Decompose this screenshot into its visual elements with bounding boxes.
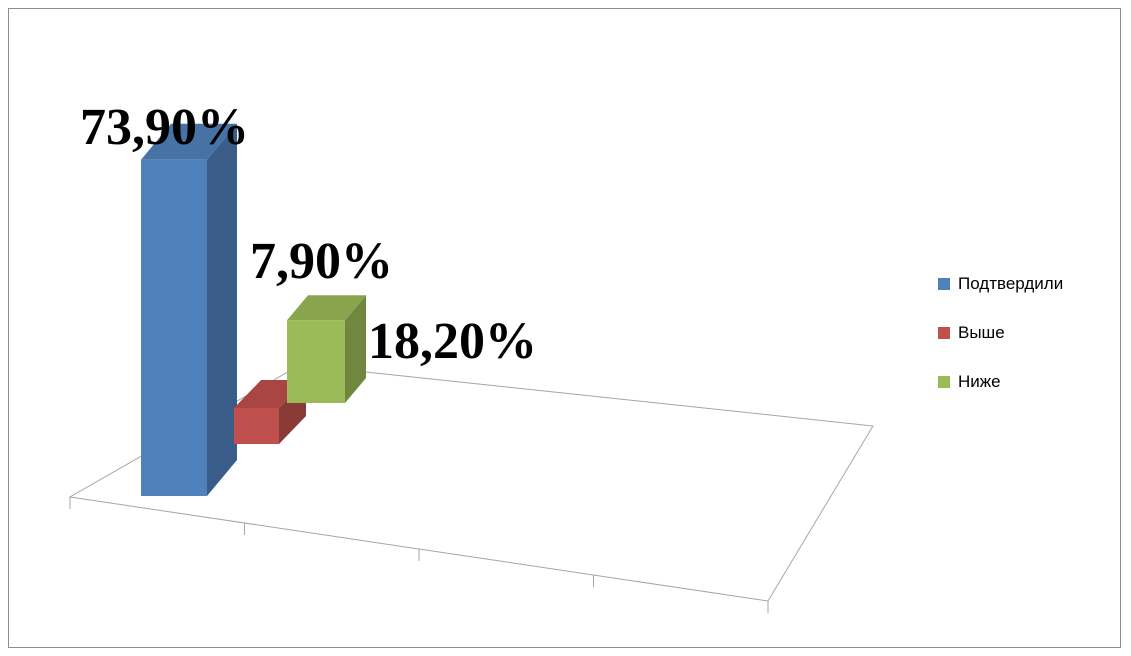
bar-3 [287,295,366,403]
legend-swatch [938,327,950,339]
legend-item: Выше [938,321,1063,345]
legend-label: Ниже [958,372,1001,392]
bar-side-face [207,124,237,496]
bar-front-face [287,320,345,403]
legend: Подтвердили Выше Ниже [938,272,1063,419]
data-label-3: 18,20% [368,313,537,370]
chart-bars [141,124,366,496]
legend-item: Ниже [938,370,1063,394]
bar-front-face [141,160,207,496]
bar-front-face [234,408,279,444]
data-label-2: 7,90% [250,233,393,290]
legend-label: Подтвердили [958,274,1063,294]
legend-label: Выше [958,323,1005,343]
legend-swatch [938,278,950,290]
legend-swatch [938,376,950,388]
data-label-1: 73,90% [80,99,249,156]
bar-1 [141,124,237,496]
legend-item: Подтвердили [938,272,1063,296]
